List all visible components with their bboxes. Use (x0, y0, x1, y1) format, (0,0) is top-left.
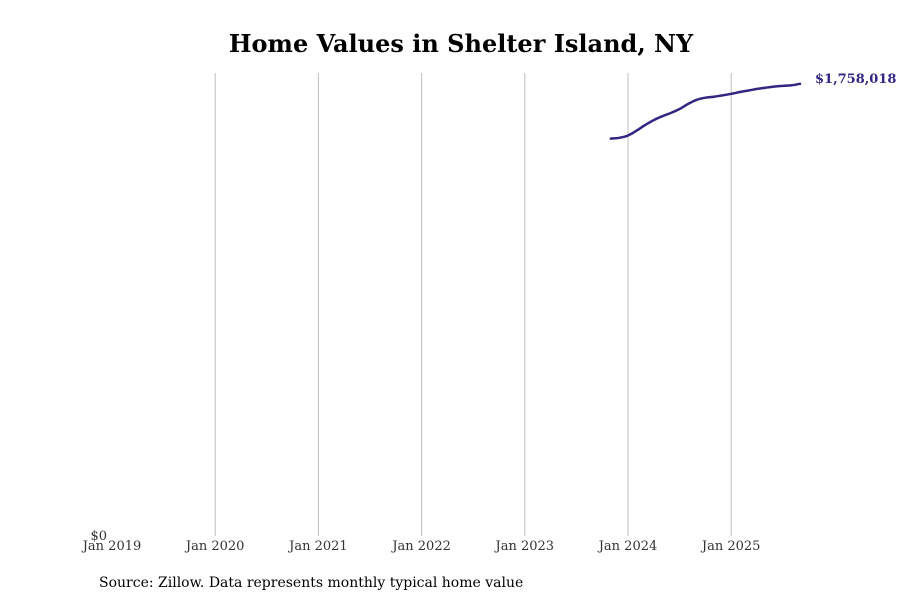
series-group (609, 82, 802, 140)
x-axis-tick-labels: Jan 2019 Jan 2020 Jan 2021 Jan 2022 Jan 2023… (81, 539, 761, 554)
y-axis-tick-labels: $0 (90, 529, 107, 544)
x-tick-jan-2024: Jan 2024 (597, 539, 658, 554)
chart-title: Home Values in Shelter Island, NY (229, 29, 694, 58)
x-tick-jan-2019: Jan 2019 (81, 539, 142, 554)
series-line-0 (609, 82, 802, 140)
x-tick-jan-2022: Jan 2022 (390, 539, 451, 554)
x-tick-jan-2020: Jan 2020 (184, 539, 245, 554)
x-tick-jan-2023: Jan 2023 (494, 539, 555, 554)
y-tick-label: $0 (90, 529, 107, 544)
grid-lines (214, 73, 732, 536)
source-note: Source: Zillow. Data represents monthly … (99, 575, 523, 591)
x-tick-jan-2021: Jan 2021 (287, 539, 348, 554)
end-value-label: $1,758,018 (815, 72, 896, 87)
x-tick-jan-2025: Jan 2025 (700, 539, 761, 554)
